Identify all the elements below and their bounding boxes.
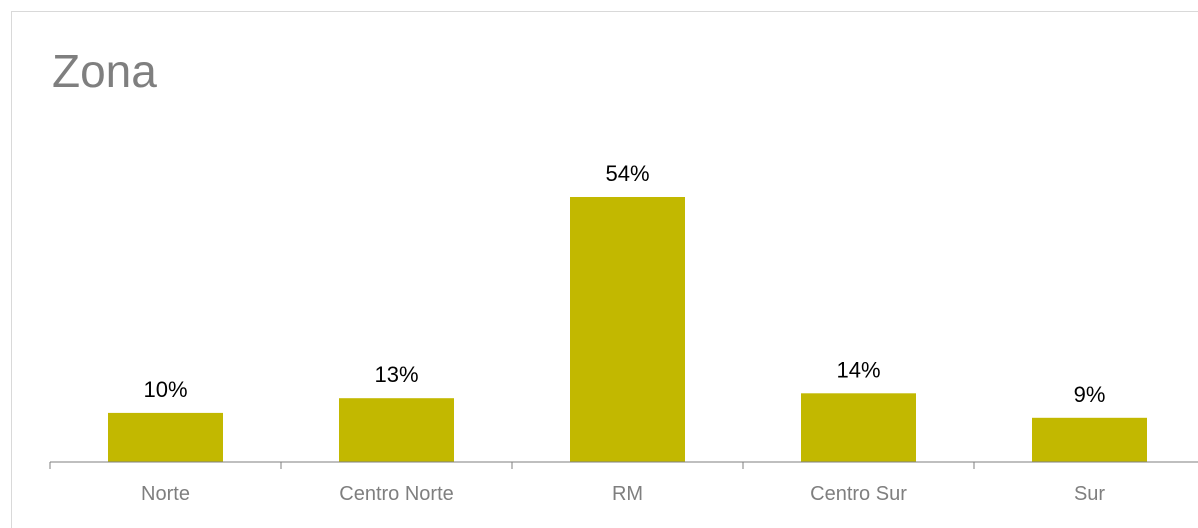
bar-centro-norte [339, 398, 454, 462]
bar-sur [1032, 417, 1147, 462]
bar-rm [570, 197, 685, 462]
tick-label-norte: Norte [141, 483, 190, 505]
bar-centro-sur [801, 393, 916, 462]
x-axis-tick-labels: Norte Centro Norte RM Centro Sur Sur [141, 483, 1105, 505]
data-label-norte: 10% [143, 377, 187, 402]
data-label-centro-sur: 14% [836, 357, 880, 382]
data-label-rm: 54% [605, 161, 649, 186]
tick-label-centro-sur: Centro Sur [810, 483, 907, 505]
data-label-centro-norte: 13% [374, 362, 418, 387]
data-label-sur: 9% [1074, 382, 1106, 407]
tick-label-centro-norte: Centro Norte [339, 483, 454, 505]
tick-label-rm: RM [612, 483, 643, 505]
bar-labels-group: 10% 13% 54% 14% 9% [143, 161, 1105, 407]
bars-group [108, 197, 1147, 462]
bar-norte [108, 412, 223, 462]
chart-title: Zona [52, 45, 157, 97]
x-axis-ticks [49, 462, 975, 469]
tick-label-sur: Sur [1074, 483, 1105, 505]
